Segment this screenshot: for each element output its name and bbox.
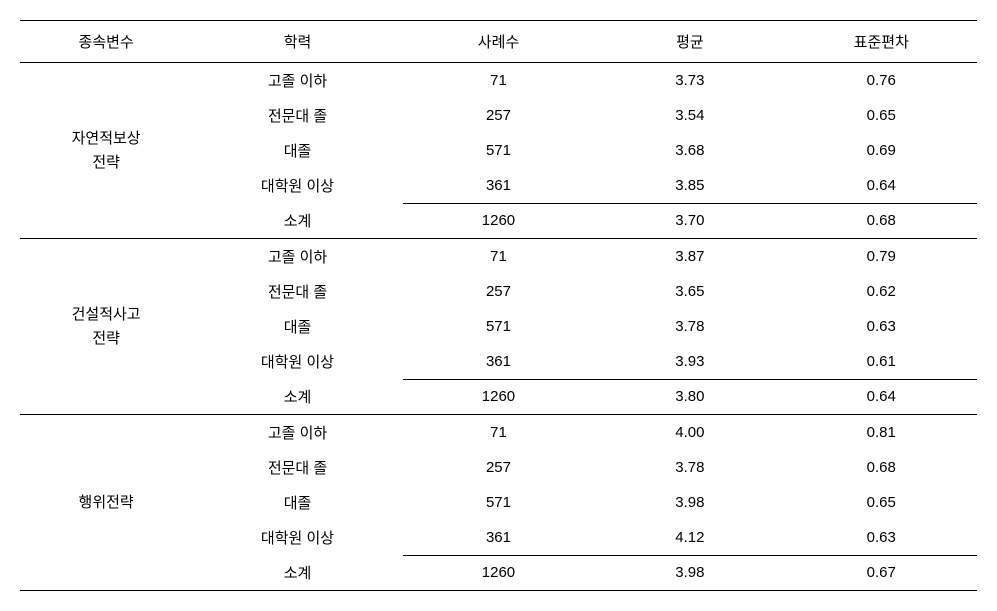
cell-edu: 대학원 이상 [192,520,403,555]
cell-edu: 고졸 이하 [192,239,403,275]
cell-sd: 0.69 [786,133,977,168]
cell-n: 571 [403,133,594,168]
cell-mean: 3.80 [594,379,785,415]
table-body: 자연적보상 전략 고졸 이하 71 3.73 0.76 전문대 졸 257 3.… [20,63,977,591]
cell-sd: 0.68 [786,203,977,239]
cell-n: 361 [403,344,594,379]
cell-mean: 3.78 [594,450,785,485]
col-header-mean: 평균 [594,21,785,63]
cell-edu: 전문대 졸 [192,98,403,133]
cell-edu: 소계 [192,379,403,415]
table-row: 자연적보상 전략 고졸 이하 71 3.73 0.76 [20,63,977,99]
cell-n: 571 [403,485,594,520]
cell-mean: 3.87 [594,239,785,275]
cell-mean: 4.12 [594,520,785,555]
cell-sd: 0.65 [786,485,977,520]
cell-sd: 0.64 [786,379,977,415]
cell-sd: 0.64 [786,168,977,203]
cell-sd: 0.63 [786,520,977,555]
cell-n: 71 [403,415,594,451]
cell-edu: 대학원 이상 [192,344,403,379]
cell-edu: 소계 [192,203,403,239]
cell-sd: 0.79 [786,239,977,275]
cell-n: 257 [403,98,594,133]
cell-sd: 0.76 [786,63,977,99]
col-header-dv: 종속변수 [20,21,192,63]
col-header-n: 사례수 [403,21,594,63]
table-row: 행위전략 고졸 이하 71 4.00 0.81 [20,415,977,451]
cell-mean: 3.93 [594,344,785,379]
cell-n: 257 [403,450,594,485]
group-label: 자연적보상 전략 [20,63,192,239]
cell-n: 1260 [403,203,594,239]
cell-mean: 3.54 [594,98,785,133]
group-label: 행위전략 [20,415,192,591]
cell-edu: 대졸 [192,309,403,344]
cell-mean: 3.73 [594,63,785,99]
cell-n: 257 [403,274,594,309]
cell-sd: 0.68 [786,450,977,485]
group-label-text: 자연적보상 전략 [72,130,141,171]
statistics-table: 종속변수 학력 사례수 평균 표준편차 자연적보상 전략 고졸 이하 71 3.… [20,20,977,591]
cell-edu: 고졸 이하 [192,63,403,99]
table-header-row: 종속변수 학력 사례수 평균 표준편차 [20,21,977,63]
table-row: 건설적사고 전략 고졸 이하 71 3.87 0.79 [20,239,977,275]
cell-edu: 대졸 [192,133,403,168]
cell-sd: 0.62 [786,274,977,309]
group-label: 건설적사고 전략 [20,239,192,415]
cell-mean: 3.98 [594,485,785,520]
group-label-text: 행위전략 [79,494,134,511]
cell-sd: 0.67 [786,555,977,591]
cell-n: 361 [403,520,594,555]
cell-sd: 0.63 [786,309,977,344]
cell-sd: 0.61 [786,344,977,379]
cell-mean: 3.68 [594,133,785,168]
cell-sd: 0.81 [786,415,977,451]
cell-mean: 3.70 [594,203,785,239]
cell-edu: 소계 [192,555,403,591]
group-label-text: 건설적사고 전략 [72,306,141,347]
cell-mean: 3.98 [594,555,785,591]
cell-edu: 대졸 [192,485,403,520]
cell-edu: 대학원 이상 [192,168,403,203]
cell-sd: 0.65 [786,98,977,133]
cell-n: 71 [403,239,594,275]
cell-n: 361 [403,168,594,203]
cell-mean: 3.78 [594,309,785,344]
cell-mean: 3.85 [594,168,785,203]
cell-edu: 전문대 졸 [192,450,403,485]
cell-mean: 3.65 [594,274,785,309]
cell-edu: 전문대 졸 [192,274,403,309]
cell-edu: 고졸 이하 [192,415,403,451]
cell-n: 571 [403,309,594,344]
cell-n: 71 [403,63,594,99]
col-header-sd: 표준편차 [786,21,977,63]
col-header-edu: 학력 [192,21,403,63]
cell-n: 1260 [403,379,594,415]
cell-mean: 4.00 [594,415,785,451]
cell-n: 1260 [403,555,594,591]
